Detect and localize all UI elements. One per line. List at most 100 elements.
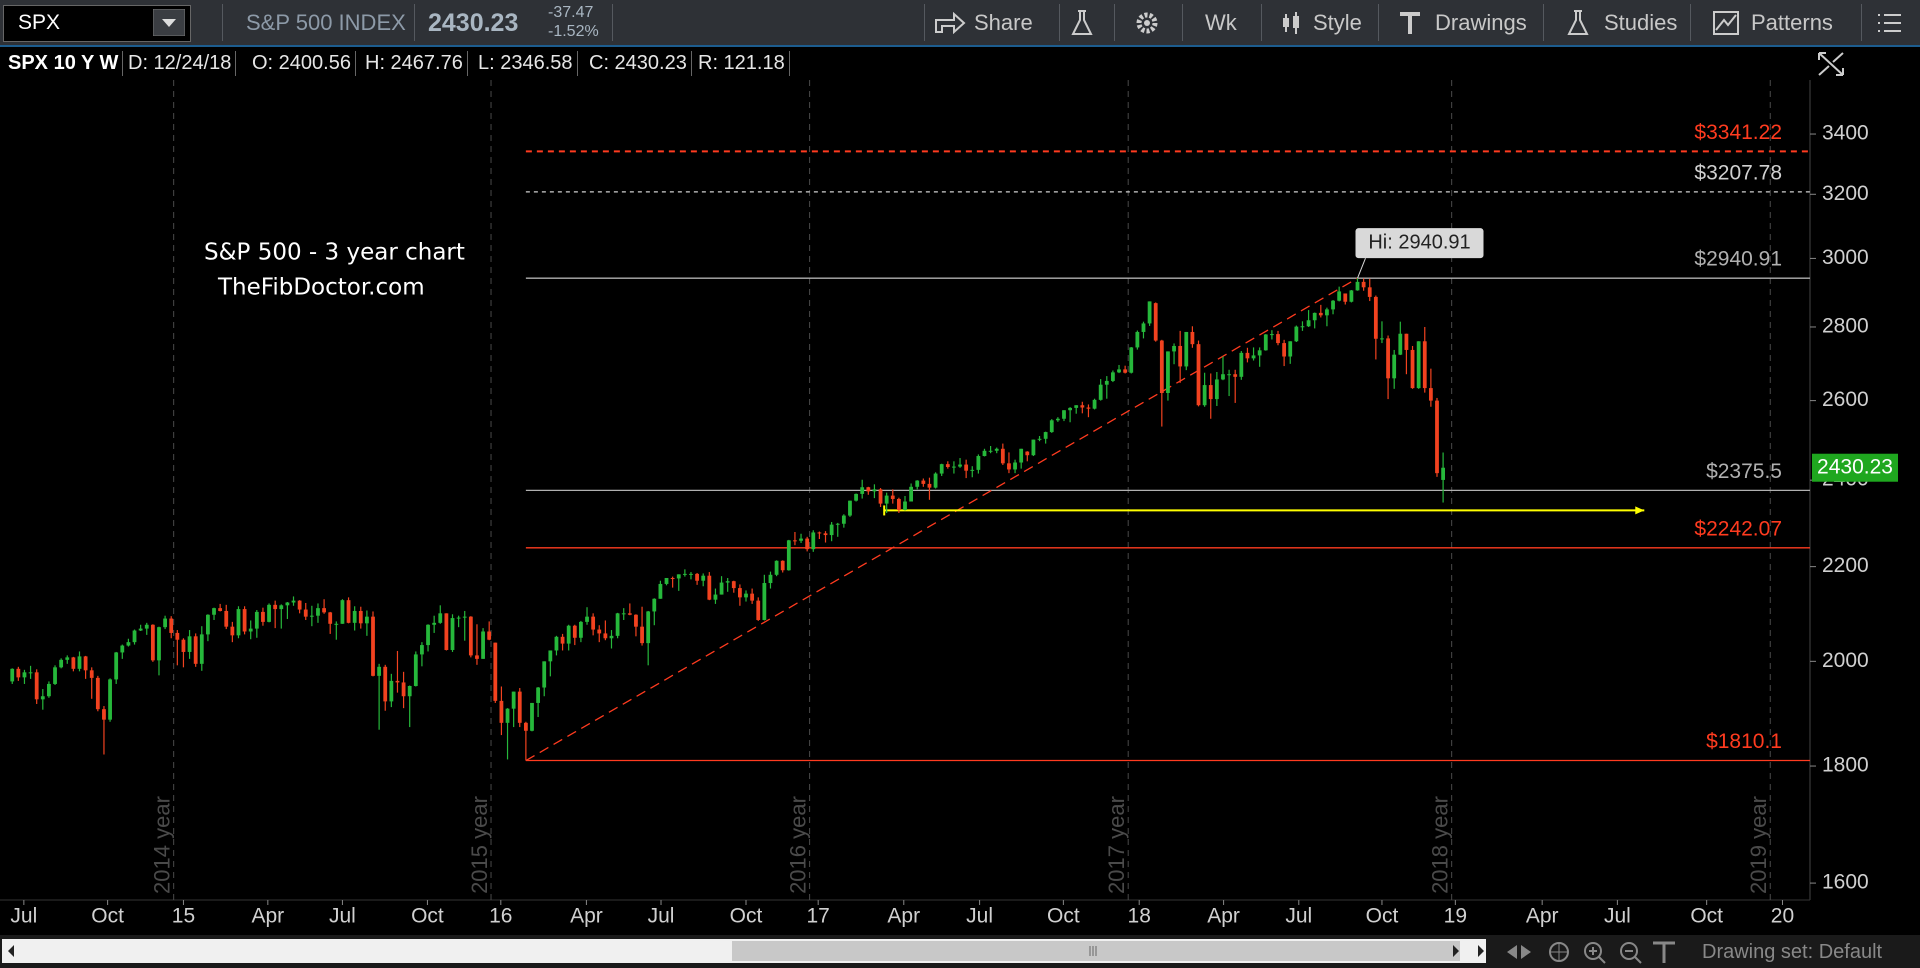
aggregation-button[interactable]: Wk [1205, 10, 1237, 35]
candle-body [1325, 309, 1329, 316]
candle-body [1037, 438, 1042, 440]
candle-body [291, 600, 296, 603]
menu-icon[interactable] [1876, 12, 1902, 34]
drawings-icon[interactable] [1398, 10, 1422, 36]
candle-body [731, 581, 736, 589]
candle-body [1202, 385, 1207, 406]
candle-body [848, 500, 852, 516]
candle-body [1043, 432, 1048, 439]
candle-body [811, 532, 816, 550]
arrow-head [1635, 506, 1645, 515]
y-tick-label: 3200 [1822, 182, 1869, 205]
candle-body [1141, 323, 1146, 332]
candle-body [835, 523, 840, 525]
zoom-tools[interactable] [1505, 939, 1685, 965]
study-label: SPX 10 Y W [4, 51, 124, 76]
style-icon[interactable] [1280, 10, 1306, 36]
separator [1378, 4, 1379, 41]
candle-body [316, 608, 320, 616]
candle-body [1025, 451, 1030, 456]
candle-body [933, 473, 938, 488]
candle-body [426, 624, 430, 646]
y-tick-label: 3400 [1822, 122, 1869, 145]
candle-body [40, 696, 45, 700]
symbol[interactable]: SPX [18, 11, 61, 34]
candle-body [1111, 372, 1115, 381]
candle-body [915, 480, 920, 487]
chart-background [0, 80, 1920, 935]
drawings-button[interactable]: Drawings [1435, 10, 1527, 35]
candle-body [389, 680, 394, 702]
patterns-button[interactable]: Patterns [1751, 10, 1833, 35]
candle-body [230, 626, 235, 636]
candle-body [401, 682, 406, 697]
scrollbar[interactable] [0, 935, 1500, 968]
info-high: H: 2467.76 [361, 51, 468, 76]
year-label: 2017 year [1104, 796, 1129, 894]
candle-body [591, 616, 596, 630]
candle-body [383, 666, 388, 702]
candle-body [114, 652, 119, 680]
candle-body [719, 582, 724, 595]
flask-icon[interactable] [1070, 9, 1094, 37]
candle-body [65, 657, 70, 660]
candle-body [597, 629, 602, 634]
x-tick-label: Oct [411, 905, 444, 928]
candle-body [1257, 350, 1262, 356]
candle-body [1251, 355, 1256, 359]
info-date: D: 12/24/18 [124, 51, 237, 76]
share-button[interactable]: Share [974, 10, 1033, 35]
candle-body [707, 575, 712, 600]
candle-body [799, 538, 803, 541]
candle-body [1233, 374, 1238, 377]
studies-icon[interactable] [1566, 9, 1590, 37]
candle-body [664, 577, 669, 584]
candle-body [554, 636, 559, 651]
patterns-icon[interactable] [1712, 10, 1740, 36]
annotation: TheFibDoctor.com [217, 275, 425, 301]
candle-body [157, 627, 161, 661]
candle-body [407, 685, 412, 697]
candle-body [432, 622, 437, 625]
candle-body [1337, 291, 1342, 301]
candle-body [1288, 341, 1293, 357]
share-icon[interactable] [934, 12, 966, 34]
candle-body [481, 631, 485, 659]
candle-body [603, 633, 608, 639]
candle-body [939, 464, 944, 474]
x-tick-label: 20 [1771, 905, 1794, 928]
candle-body [1373, 296, 1378, 339]
candle-body [95, 677, 100, 710]
candle-body [511, 691, 516, 709]
candle-body [896, 498, 901, 511]
candle-body [71, 657, 76, 669]
candle-body [138, 628, 143, 631]
candle-body [1000, 448, 1005, 464]
candle-body [28, 672, 33, 674]
candle-body [144, 624, 149, 629]
symbol-dropdown[interactable] [153, 9, 185, 36]
candle-body [750, 593, 755, 601]
crosshair-toggle[interactable] [1816, 50, 1846, 78]
candle-body [248, 628, 253, 632]
style-button[interactable]: Style [1313, 10, 1362, 35]
candle-body [774, 560, 779, 575]
studies-button[interactable]: Studies [1604, 10, 1678, 35]
x-tick-label: Jul [10, 905, 37, 928]
toolbar: SPX S&P 500 INDEX 2430.23 -37.47 -1.52% … [0, 0, 1920, 47]
drawing-set[interactable]: Drawing set: Default [1702, 941, 1883, 963]
current-price-badge [1812, 453, 1898, 482]
candle-body [1190, 331, 1195, 345]
candle-body [150, 624, 155, 661]
candle-body [1117, 369, 1121, 373]
candle-body [438, 613, 443, 623]
x-tick-label: Jul [329, 905, 356, 928]
candle-body [1221, 374, 1225, 380]
candle-body [468, 616, 473, 656]
candle-body [1380, 338, 1384, 340]
candle-body [1318, 312, 1323, 316]
settings-icon[interactable] [1134, 10, 1160, 36]
candle-body [866, 487, 871, 492]
candle-body [193, 636, 198, 664]
